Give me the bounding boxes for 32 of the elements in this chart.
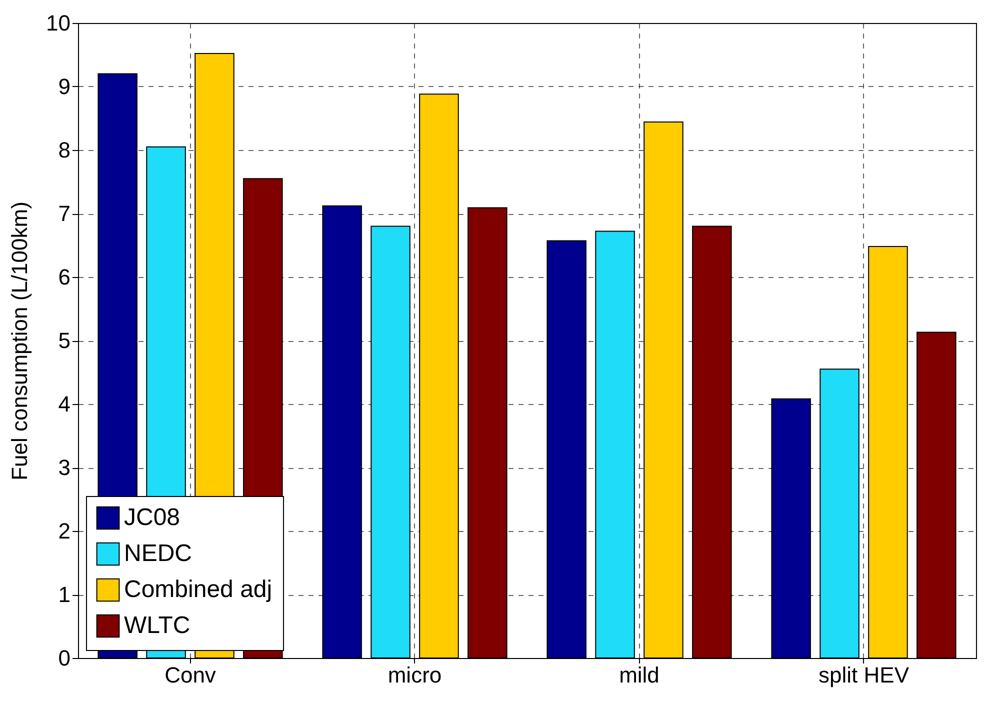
legend-label: WLTC [124, 612, 190, 639]
bar [644, 122, 684, 658]
legend-label: Combined adj [124, 576, 272, 603]
bar [322, 205, 362, 658]
y-tick-label: 3 [58, 455, 70, 480]
x-tick-label: micro [388, 662, 442, 688]
bar [370, 226, 410, 658]
y-tick-label: 8 [58, 138, 70, 162]
x-tick-label: mild [619, 662, 660, 688]
bar [771, 398, 811, 658]
legend-label: NEDC [124, 540, 192, 567]
y-tick-label: 9 [58, 74, 70, 99]
y-tick-label: 10 [46, 10, 70, 36]
bar [916, 332, 956, 658]
y-tick-label: 5 [58, 328, 70, 353]
bar [468, 207, 508, 658]
y-tick-label: 4 [58, 392, 70, 416]
y-tick-label: 7 [58, 201, 70, 226]
bar [419, 94, 459, 658]
bar [546, 240, 586, 658]
y-axis-title: Fuel consumption (L/100km) [7, 202, 32, 480]
x-tick-label: split HEV [818, 662, 910, 688]
bar [595, 230, 635, 658]
y-tick-label: 2 [58, 518, 70, 544]
bar [692, 226, 732, 658]
legend-label: JC08 [124, 504, 180, 531]
y-tick-label: 1 [58, 582, 70, 607]
bar [820, 368, 860, 658]
y-tick-label: 6 [58, 264, 70, 290]
x-tick-label: Conv [164, 662, 216, 688]
y-tick-label: 0 [58, 646, 70, 670]
bar [868, 246, 908, 658]
